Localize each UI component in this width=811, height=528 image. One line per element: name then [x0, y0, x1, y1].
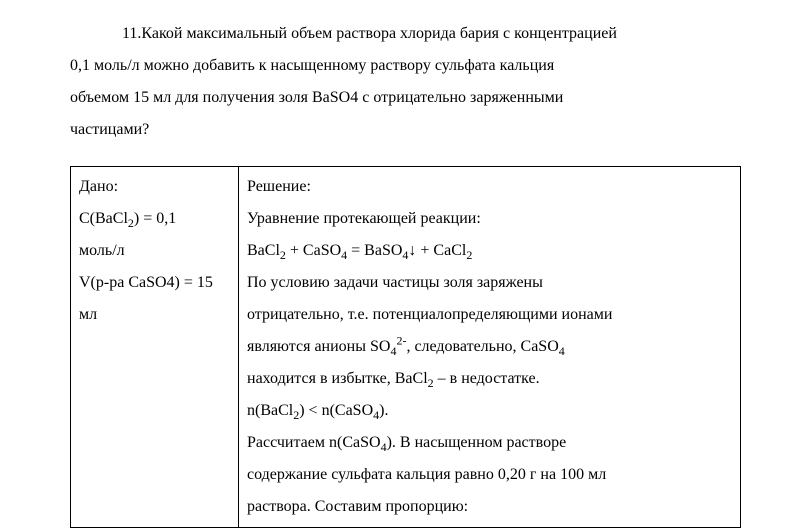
- solution-line-8: Рассчитаем n(CaSO4). В насыщенном раство…: [247, 427, 732, 459]
- problem-text-1: Какой максимальный объем раствора хлорид…: [141, 25, 617, 42]
- given-cell: Дано: C(BaCl2) = 0,1 моль/л V(р-ра CaSO4…: [71, 167, 239, 528]
- given-heading: Дано:: [79, 171, 230, 203]
- solution-line-5: являются анионы SO42-, следовательно, Ca…: [247, 331, 732, 363]
- solution-cell: Решение: Уравнение протекающей реакции: …: [239, 167, 741, 528]
- given-line-3: V(р-ра CaSO4) = 15: [79, 267, 230, 299]
- given-content: Дано: C(BaCl2) = 0,1 моль/л V(р-ра CaSO4…: [79, 171, 230, 331]
- solution-line-1: Уравнение протекающей реакции:: [247, 203, 732, 235]
- problem-line-2: 0,1 моль/л можно добавить к насыщенному …: [70, 50, 741, 82]
- solution-line-3: По условию задачи частицы золя заряжены: [247, 267, 732, 299]
- solution-equation: BaCl2 + CaSO4 = BaSO4↓ + CaCl2: [247, 235, 732, 267]
- problem-line-3: объемом 15 мл для получения золя BaSO4 с…: [70, 82, 741, 114]
- given-line-1: C(BaCl2) = 0,1: [79, 203, 230, 235]
- given-line-4: мл: [79, 299, 230, 331]
- page-container: 11.Какой максимальный объем раствора хло…: [0, 0, 811, 528]
- table-row: Дано: C(BaCl2) = 0,1 моль/л V(р-ра CaSO4…: [71, 167, 741, 528]
- given-line-2: моль/л: [79, 235, 230, 267]
- problem-number: 11.: [122, 25, 141, 42]
- solution-content: Решение: Уравнение протекающей реакции: …: [247, 171, 732, 523]
- solution-line-6: находится в избытке, BaCl2 – в недостатк…: [247, 363, 732, 395]
- solution-table: Дано: C(BaCl2) = 0,1 моль/л V(р-ра CaSO4…: [70, 166, 741, 528]
- problem-line-1: 11.Какой максимальный объем раствора хло…: [70, 18, 741, 50]
- solution-line-7: n(BaCl2) < n(CaSO4).: [247, 395, 732, 427]
- solution-line-4: отрицательно, т.е. потенциалопределяющим…: [247, 299, 732, 331]
- solution-heading: Решение:: [247, 171, 732, 203]
- solution-line-10: раствора. Составим пропорцию:: [247, 491, 732, 523]
- solution-line-9: содержание сульфата кальция равно 0,20 г…: [247, 459, 732, 491]
- problem-statement: 11.Какой максимальный объем раствора хло…: [70, 18, 741, 146]
- problem-line-4: частицами?: [70, 114, 741, 146]
